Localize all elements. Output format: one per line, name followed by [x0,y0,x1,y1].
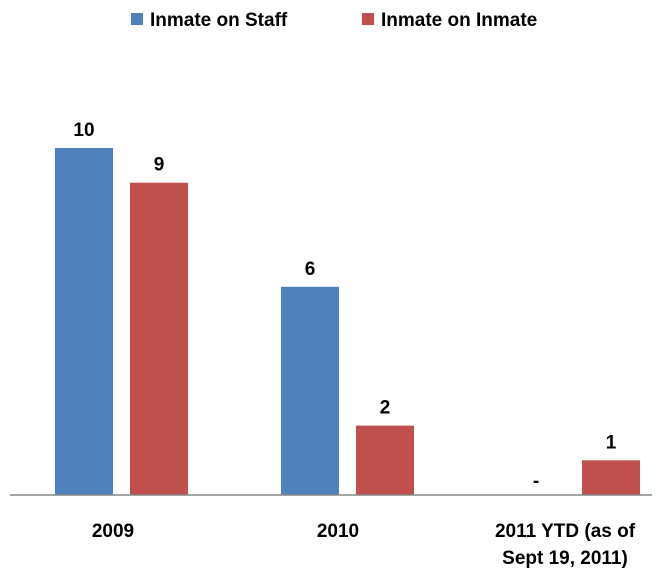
legend-label-inmate-on-inmate: Inmate on Inmate [381,10,537,31]
category-label-0: 2009 [92,521,134,542]
data-label-inmate-on-staff-2: - [533,471,539,492]
data-label-inmate-on-inmate-1: 2 [380,398,391,419]
bar-inmate-on-inmate-0 [130,182,188,495]
bar-inmate-on-staff-1 [281,286,339,495]
data-label-inmate-on-staff-0: 10 [73,120,94,141]
category-label-2-line-1: Sept 19, 2011) [502,548,628,569]
legend-label-inmate-on-staff: Inmate on Staff [150,10,288,31]
data-label-inmate-on-inmate-0: 9 [154,155,165,176]
data-label-inmate-on-inmate-2: 1 [606,432,617,453]
bar-inmate-on-inmate-2 [582,460,640,495]
legend-swatch-inmate-on-staff [131,13,143,25]
bar-inmate-on-staff-0 [55,148,113,495]
bars [55,148,640,495]
data-label-inmate-on-staff-1: 6 [305,259,316,280]
bar-inmate-on-inmate-1 [356,425,414,495]
category-labels: 2009 2010 2011 YTD (as of Sept 19, 2011) [92,521,636,569]
category-label-1: 2010 [317,521,359,542]
data-labels: 10 6 - 9 2 1 [73,120,616,492]
category-label-2-line-0: 2011 YTD (as of [495,521,636,542]
legend-swatch-inmate-on-inmate [362,13,374,25]
legend: Inmate on Staff Inmate on Inmate [131,10,537,31]
